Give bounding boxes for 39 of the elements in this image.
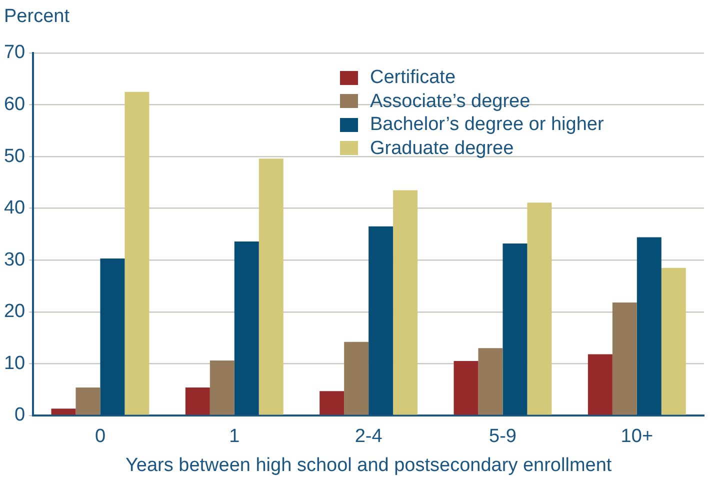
x-tick-label: 1 — [229, 426, 240, 448]
y-tick-label: 30 — [4, 249, 26, 270]
bar — [527, 202, 552, 415]
y-axis-title: Percent — [4, 6, 70, 28]
bar — [636, 237, 662, 415]
bar — [344, 342, 369, 415]
y-tick-label: 0 — [14, 404, 26, 426]
x-tick-label: 10+ — [620, 426, 654, 448]
bar — [234, 241, 259, 415]
y-tick-label: 20 — [4, 301, 26, 322]
y-tick-label: 50 — [4, 146, 26, 167]
bar — [588, 354, 612, 415]
bar — [502, 244, 528, 415]
bar — [320, 391, 344, 415]
bar — [185, 387, 210, 415]
bar — [76, 387, 100, 415]
y-tick-label: 60 — [4, 94, 26, 116]
bar — [612, 302, 637, 415]
bar — [393, 190, 418, 415]
bar — [124, 92, 150, 415]
bar — [368, 226, 394, 415]
bar — [661, 268, 686, 415]
legend-label: Certificate — [370, 66, 456, 90]
x-axis-title: Years between high school and postsecondary enrollment — [125, 454, 612, 476]
y-tick-label: 40 — [4, 198, 26, 219]
bar — [210, 360, 234, 415]
legend-label: Graduate degree — [370, 136, 514, 160]
legend-label: Bachelor’s degree or higher — [370, 113, 604, 136]
legend-label: Associate’s degree — [370, 90, 530, 113]
x-tick-label: 0 — [94, 426, 106, 448]
bar — [478, 348, 503, 415]
y-tick-label: 70 — [4, 42, 26, 64]
bar — [51, 408, 76, 415]
bar — [454, 361, 478, 415]
bar — [100, 258, 125, 415]
y-tick-label: 10 — [4, 352, 26, 374]
x-tick-label: 5-9 — [489, 426, 516, 448]
bar — [258, 158, 284, 415]
x-tick-label: 2-4 — [354, 426, 383, 448]
